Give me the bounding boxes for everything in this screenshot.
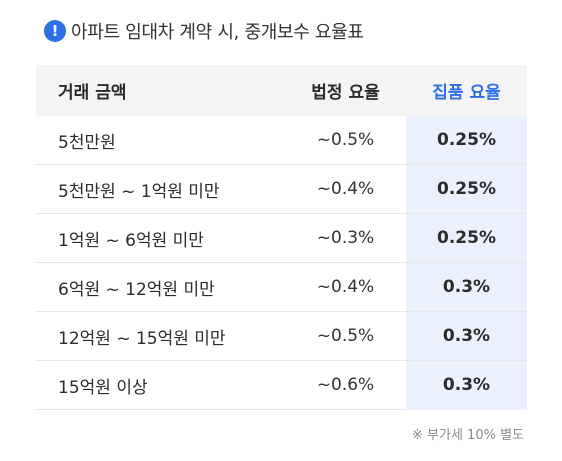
table-title: ! 아파트 임대차 계약 시, 중개보수 요율표 bbox=[44, 17, 364, 45]
table-header: 거래 금액 법정 요율 집품 요율 bbox=[36, 65, 527, 116]
table-row: 12억원 ~ 15억원 미만 ~0.5% 0.3% bbox=[36, 311, 527, 361]
cell-legal-rate: ~0.6% bbox=[285, 360, 406, 410]
cell-amount: 5천만원 bbox=[58, 132, 116, 153]
cell-jippum-rate: 0.25% bbox=[406, 164, 527, 214]
cell-jippum-rate: 0.25% bbox=[406, 116, 527, 165]
table-row: 1억원 ~ 6억원 미만 ~0.3% 0.25% bbox=[36, 213, 527, 263]
cell-legal-rate: ~0.4% bbox=[285, 164, 406, 214]
cell-legal-rate: ~0.4% bbox=[285, 262, 406, 312]
cell-amount: 12억원 ~ 15억원 미만 bbox=[36, 311, 285, 361]
table-row: 5천만원 ~0.5% 0.25% bbox=[36, 116, 527, 165]
cell-legal-rate: ~0.5% bbox=[316, 130, 375, 150]
table-row: 6억원 ~ 12억원 미만 ~0.4% 0.3% bbox=[36, 262, 527, 312]
header-row: 거래 금액 법정 요율 집품 요율 bbox=[36, 65, 527, 116]
cell-amount: 5천만원 ~ 1억원 미만 bbox=[36, 164, 285, 214]
cell-legal-rate: ~0.5% bbox=[285, 311, 406, 361]
brokerage-fee-table: 거래 금액 법정 요율 집품 요율 5천만원 ~0.5% 0.25% 5천만원 … bbox=[36, 65, 527, 410]
cell-jippum-rate: 0.3% bbox=[406, 262, 527, 312]
cell-jippum-rate: 0.3% bbox=[406, 311, 527, 361]
cell-amount: 1억원 ~ 6억원 미만 bbox=[36, 213, 285, 263]
header-legal-rate: 법정 요율 bbox=[285, 65, 406, 116]
table-row: 15억원 이상 ~0.6% 0.3% bbox=[36, 360, 527, 410]
vat-footnote: ※ 부가세 10% 별도 bbox=[412, 428, 524, 443]
table-body: 5천만원 ~0.5% 0.25% 5천만원 ~ 1억원 미만 ~0.4% 0.2… bbox=[36, 116, 527, 410]
table-title-text: 아파트 임대차 계약 시, 중개보수 요율표 bbox=[71, 22, 364, 43]
cell-jippum-rate: 0.25% bbox=[406, 213, 527, 263]
cell-amount: 15억원 이상 bbox=[36, 360, 285, 410]
cell-jippum-rate: 0.3% bbox=[406, 360, 527, 410]
header-amount: 거래 금액 bbox=[36, 65, 285, 116]
exclamation-circle-icon: ! bbox=[44, 20, 66, 42]
table-row: 5천만원 ~ 1억원 미만 ~0.4% 0.25% bbox=[36, 164, 527, 214]
cell-amount: 6억원 ~ 12억원 미만 bbox=[36, 262, 285, 312]
cell-legal-rate: ~0.3% bbox=[285, 213, 406, 263]
header-jippum-rate: 집품 요율 bbox=[406, 65, 527, 116]
